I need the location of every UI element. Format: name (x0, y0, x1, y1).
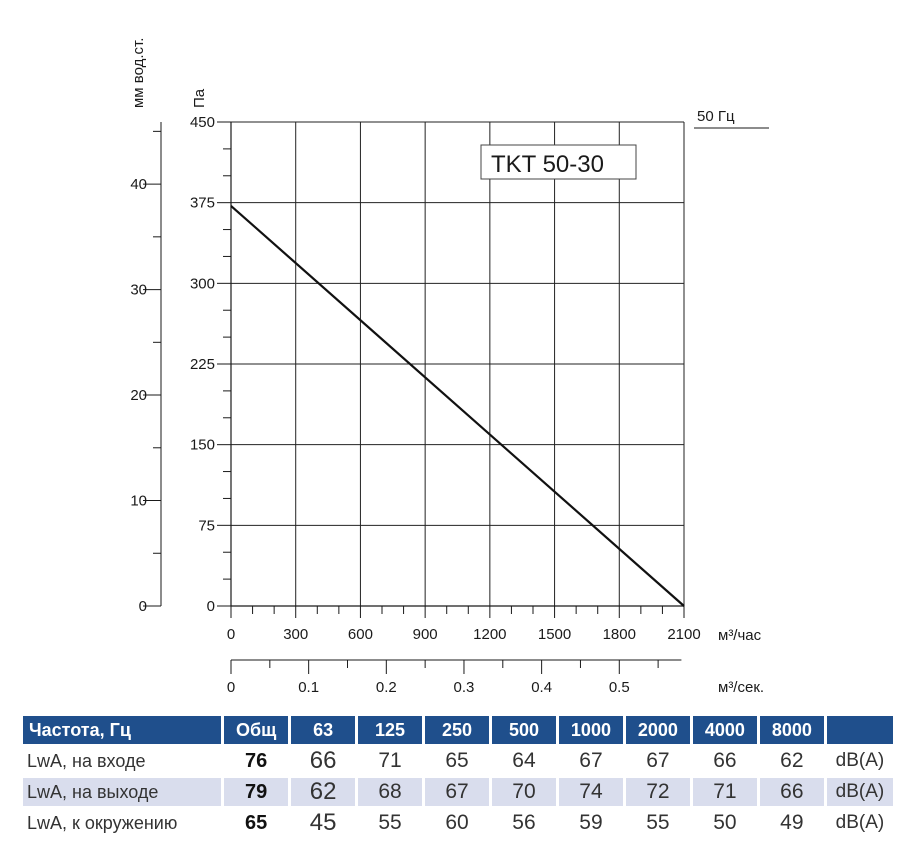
y-tick-label: 225 (190, 356, 215, 373)
cell-total: 79 (224, 778, 289, 806)
cell-value: 70 (492, 778, 556, 806)
header-250: 250 (425, 716, 489, 744)
chart-grid (231, 121, 685, 606)
cell-total: 76 (244, 749, 268, 772)
performance-curve (230, 205, 685, 607)
x2-tick-label: 0.5 (609, 679, 630, 696)
x2-tick-label: 0 (227, 679, 235, 696)
x-tick-label: 2100 (667, 626, 700, 643)
cell-value: 60 (445, 811, 469, 834)
header-total: Общ (224, 716, 289, 744)
x-axis-label: м³/час (718, 627, 762, 644)
header-500: 500 (492, 716, 556, 744)
chart-labels: 0 75 150 225 300 375 450 0 10 20 30 40 0 300 600 900 120… (130, 114, 700, 696)
y-outer-tick-label: 0 (139, 598, 147, 615)
x2-tick-label: 0.1 (298, 679, 319, 696)
cell-value: 62 (780, 749, 804, 772)
cell-value: 55 (646, 811, 670, 834)
cell-unit: dB(A) (835, 750, 885, 771)
header-125: 125 (358, 716, 423, 744)
cell-value: 66 (309, 747, 337, 774)
cell-value: 67 (579, 749, 603, 772)
y-outer-tick-label: 20 (130, 387, 147, 404)
x2-tick-label: 0.3 (454, 679, 475, 696)
y-tick-label: 0 (207, 598, 215, 615)
cell-value: 59 (579, 811, 603, 834)
row-label: LwA, на входе (27, 750, 146, 771)
table-row: LwA, на выходе 79 62 68 67 70 74 72 71 6… (23, 778, 893, 806)
y-tick-label: 450 (190, 114, 215, 131)
cell-value: 65 (445, 749, 469, 772)
cell-value: 71 (378, 749, 402, 772)
cell-value: 67 (646, 749, 670, 772)
header-unit (826, 716, 893, 744)
cell-value: 72 (625, 778, 690, 806)
x-tick-label: 900 (413, 626, 438, 643)
x-tick-label: 1200 (473, 626, 506, 643)
frequency-label: 50 Гц (697, 108, 735, 125)
fan-performance-chart: 0 75 150 225 300 375 450 0 10 20 30 40 0 300 600 900 120… (130, 38, 769, 696)
cell-value: 66 (713, 749, 737, 772)
cell-value: 50 (713, 811, 737, 834)
cell-value: 67 (425, 778, 489, 806)
y-tick-label: 75 (198, 517, 215, 534)
row-label: LwA, на выходе (23, 778, 222, 806)
header-2000: 2000 (625, 716, 690, 744)
model-box: TKT 50-30 (480, 144, 637, 180)
cell-value: 55 (378, 811, 402, 834)
y-tick-label: 300 (190, 275, 215, 292)
table-row: LwA, к окружению 65 45 55 60 56 59 55 50… (23, 809, 893, 837)
header-4000: 4000 (692, 716, 757, 744)
cell-value: 45 (309, 809, 337, 836)
chart-title: TKT 50-30 (491, 151, 604, 178)
y-outer-tick-label: 40 (130, 176, 147, 193)
header-frequency: Частота, Гц (23, 716, 222, 744)
row-label: LwA, к окружению (27, 812, 178, 833)
x2-axis-label: м³/сек. (718, 679, 764, 696)
header-8000: 8000 (759, 716, 824, 744)
cell-unit: dB(A) (835, 812, 885, 833)
y-tick-label: 375 (190, 195, 215, 212)
header-63: 63 (291, 716, 356, 744)
chart-axes (143, 121, 685, 674)
sound-power-table: Частота, Гц Общ 63 125 250 500 1000 2000… (20, 713, 896, 840)
cell-value: 66 (759, 778, 824, 806)
header-1000: 1000 (558, 716, 623, 744)
chart-series (230, 205, 685, 607)
x2-tick-label: 0.4 (531, 679, 552, 696)
y-axis-label: Па (191, 88, 208, 108)
table-row: LwA, на входе 76 66 71 65 64 67 67 66 62… (23, 747, 893, 775)
y-tick-label: 150 (190, 437, 215, 454)
y-outer-tick-label: 30 (130, 282, 147, 299)
x-tick-label: 600 (348, 626, 373, 643)
cell-total: 65 (244, 811, 268, 834)
cell-value: 74 (558, 778, 623, 806)
cell-value: 71 (692, 778, 757, 806)
x-tick-label: 0 (227, 626, 235, 643)
y-outer-axis-label: мм вод.ст. (130, 38, 147, 108)
y-outer-tick-label: 10 (130, 493, 147, 510)
table-header-row: Частота, Гц Общ 63 125 250 500 1000 2000… (23, 716, 893, 744)
cell-value: 49 (780, 811, 804, 834)
x-tick-label: 1500 (538, 626, 571, 643)
x-tick-label: 300 (283, 626, 308, 643)
x-tick-label: 1800 (603, 626, 636, 643)
x2-tick-label: 0.2 (376, 679, 397, 696)
cell-unit: dB(A) (826, 778, 893, 806)
cell-value: 64 (512, 749, 536, 772)
cell-value: 62 (291, 778, 356, 806)
cell-value: 56 (512, 811, 536, 834)
cell-value: 68 (358, 778, 423, 806)
frequency-marker: 50 Гц (694, 108, 769, 129)
